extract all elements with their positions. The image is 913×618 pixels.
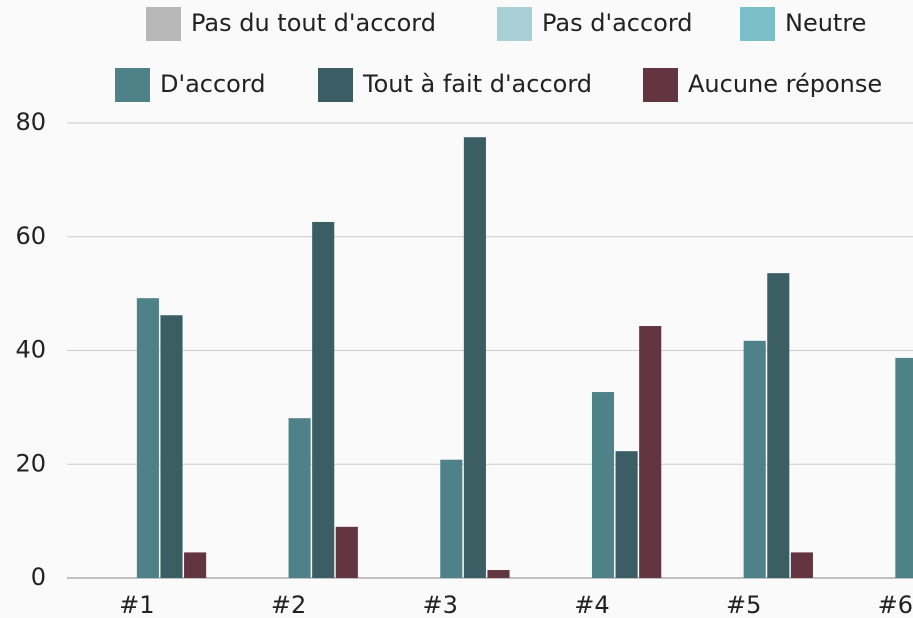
bar xyxy=(288,418,311,578)
bar xyxy=(790,552,813,578)
legend-swatch xyxy=(740,7,775,41)
legend-swatch xyxy=(115,68,150,102)
bar xyxy=(440,459,463,578)
bar xyxy=(136,298,159,578)
legend-label: D'accord xyxy=(160,70,266,98)
legend-label: Aucune réponse xyxy=(688,70,882,98)
legend-label: Pas du tout d'accord xyxy=(191,9,436,37)
bar xyxy=(591,392,615,578)
y-tick-label: 20 xyxy=(15,449,46,477)
y-tick-label: 80 xyxy=(15,108,46,136)
legend-swatch xyxy=(146,7,181,41)
bar xyxy=(767,273,790,578)
x-tick-label: #1 xyxy=(119,591,154,618)
legend-label: Neutre xyxy=(785,9,866,37)
legend-swatch xyxy=(497,7,532,41)
y-tick-label: 40 xyxy=(15,336,46,364)
legend-swatch xyxy=(318,68,353,102)
x-tick-label: #6 xyxy=(878,591,913,618)
bar xyxy=(639,326,662,578)
x-tick-label: #4 xyxy=(574,591,609,618)
x-tick-label: #5 xyxy=(726,591,761,618)
bar xyxy=(487,570,510,578)
y-tick-label: 0 xyxy=(31,563,46,591)
x-tick-label: #3 xyxy=(423,591,458,618)
bar xyxy=(615,451,638,578)
bar xyxy=(184,552,207,578)
bar xyxy=(895,357,913,578)
bar xyxy=(335,526,358,578)
bar xyxy=(463,137,486,578)
bar xyxy=(743,340,766,578)
y-tick-label: 60 xyxy=(15,222,46,250)
legend-label: Tout à fait d'accord xyxy=(362,70,592,98)
x-tick-label: #2 xyxy=(271,591,306,618)
bar xyxy=(160,315,183,578)
legend-swatch xyxy=(643,68,678,102)
bar xyxy=(312,221,335,578)
legend-label: Pas d'accord xyxy=(542,9,693,37)
